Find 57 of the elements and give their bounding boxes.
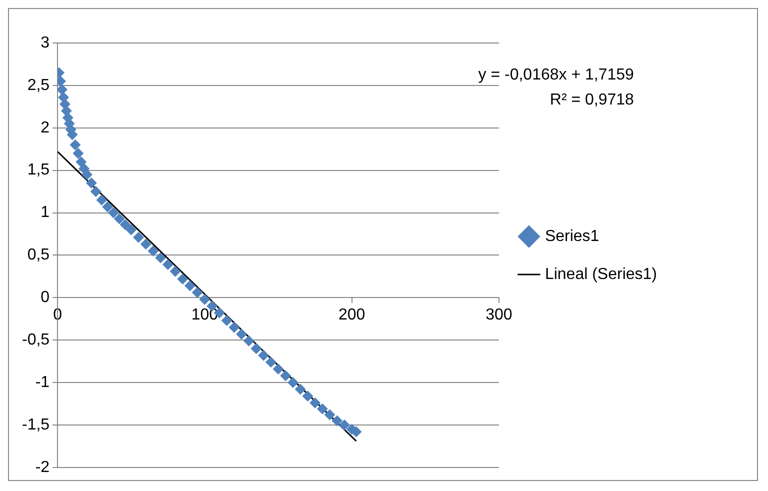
y-tick-label: 2,5 xyxy=(27,76,50,94)
point xyxy=(258,350,270,361)
point xyxy=(81,169,92,180)
point xyxy=(294,384,306,395)
point xyxy=(243,335,254,346)
point xyxy=(192,287,203,298)
point xyxy=(280,370,292,382)
point xyxy=(90,186,102,198)
point xyxy=(310,397,321,408)
y-tick-label: -1 xyxy=(35,374,50,391)
point xyxy=(332,415,343,426)
legend-label: Lineal (Series1) xyxy=(544,266,658,283)
y-tick-label: -2 xyxy=(35,458,50,476)
point xyxy=(76,156,87,168)
point xyxy=(155,252,166,264)
point xyxy=(265,356,276,368)
x-tick-label: 200 xyxy=(338,306,366,324)
point xyxy=(338,419,350,430)
point xyxy=(102,201,114,212)
y-tick-label: -1,5 xyxy=(22,416,50,434)
y-tick-label: 1 xyxy=(40,204,50,222)
point xyxy=(148,245,159,256)
y-tick-label: 3 xyxy=(40,34,50,52)
point xyxy=(162,259,174,270)
point xyxy=(72,148,84,159)
point xyxy=(272,363,284,374)
point xyxy=(70,139,81,150)
point xyxy=(132,232,144,243)
point xyxy=(228,322,240,333)
point xyxy=(199,294,210,305)
point xyxy=(221,315,232,326)
point xyxy=(324,409,336,420)
point xyxy=(302,390,314,402)
point xyxy=(58,84,68,96)
point xyxy=(287,377,298,388)
point xyxy=(120,219,131,230)
point xyxy=(184,280,196,292)
point xyxy=(126,224,137,236)
point xyxy=(108,207,119,218)
legend-label: Series1 xyxy=(544,228,600,245)
y-tick-label: -0,5 xyxy=(22,331,50,348)
point xyxy=(114,213,125,224)
y-tick-label: 0,5 xyxy=(27,246,50,264)
point xyxy=(250,343,262,354)
y-tick-label: 1,5 xyxy=(27,162,50,179)
annotation: y = -0,0168x + 1,7159 xyxy=(478,66,634,84)
y-tick-label: 2 xyxy=(40,119,50,136)
text: R² = 0,9718 xyxy=(550,91,634,108)
point xyxy=(236,328,247,340)
point xyxy=(140,238,152,250)
point xyxy=(96,194,108,206)
point xyxy=(86,178,97,189)
x-tick-label: 300 xyxy=(486,306,512,324)
point xyxy=(170,266,181,277)
point xyxy=(177,273,188,284)
y-tick-label: 0 xyxy=(40,289,50,306)
point xyxy=(316,403,328,414)
